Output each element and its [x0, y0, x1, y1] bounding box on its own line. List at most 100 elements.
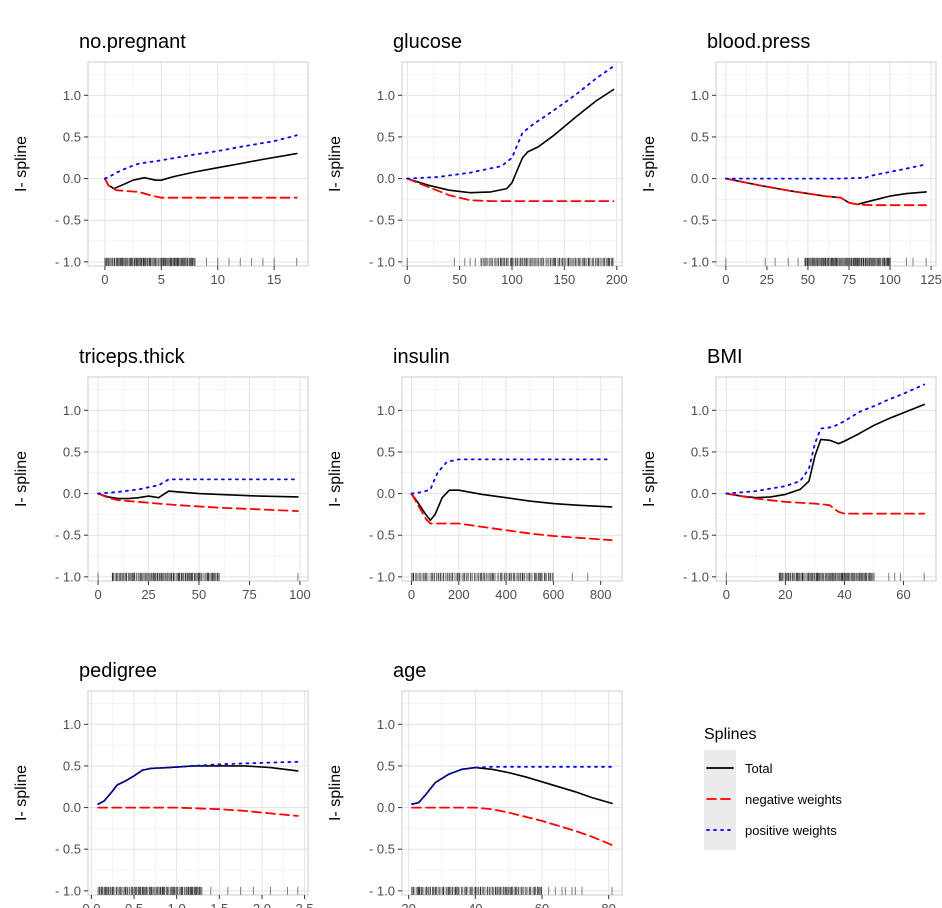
- y-tick-label: - 1.0: [369, 883, 395, 898]
- x-tick-label: 1.0: [168, 901, 186, 908]
- x-tick-label: 15: [267, 272, 281, 287]
- rug-marks: [406, 257, 614, 266]
- y-tick-label: - 0.5: [369, 213, 395, 228]
- x-tick-label: 200: [606, 272, 628, 287]
- x-tick-label: 0.0: [82, 901, 100, 908]
- series-line-negative-weights: [725, 177, 927, 207]
- y-tick-label: 0.0: [63, 800, 81, 815]
- panel-border: [87, 376, 309, 582]
- panel-no-pregnant: no.pregnant I- spline - 1.0 - 0.5 0.0 0.5 1.0 0…: [13, 31, 309, 287]
- y-tick-label: 1.0: [377, 717, 395, 732]
- panel-title: blood.press: [707, 31, 810, 53]
- x-tick-label: 50: [192, 587, 206, 602]
- series-line-positive-weights: [725, 163, 927, 180]
- y-tick-label: 0.0: [691, 171, 709, 186]
- x-tick-label: 0: [408, 587, 415, 602]
- legend-label: positive weights: [745, 823, 837, 838]
- x-tick-label: 2.0: [253, 901, 271, 908]
- panel-border: [87, 690, 309, 896]
- x-tick-label: 0: [101, 272, 108, 287]
- series-line-positive-weights: [411, 765, 613, 806]
- x-tick-label: 100: [289, 587, 311, 602]
- x-tick-label: 10: [211, 272, 225, 287]
- panel-title: BMI: [707, 346, 743, 368]
- y-tick-label: - 0.5: [55, 842, 81, 857]
- y-tick-label: 0.5: [63, 129, 81, 144]
- x-tick-label: 800: [590, 587, 612, 602]
- y-tick-label: 1.0: [691, 88, 709, 103]
- y-tick-label: 1.0: [691, 403, 709, 418]
- y-tick-label: 0.5: [377, 444, 395, 459]
- x-tick-label: 60: [896, 587, 910, 602]
- y-tick-label: 0.5: [377, 129, 395, 144]
- rug-marks: [411, 572, 589, 581]
- series-line-positive-weights: [97, 478, 299, 495]
- rug-marks: [725, 572, 925, 581]
- legend-title: Splines: [704, 726, 756, 743]
- y-tick-label: 0.0: [377, 800, 395, 815]
- y-tick-label: - 1.0: [55, 569, 81, 584]
- panel-title: glucose: [393, 31, 462, 53]
- rug-marks: [97, 572, 299, 581]
- x-tick-label: 20: [778, 587, 792, 602]
- panel-blood-press: blood.press I- spline - 1.0 - 0.5 0.0 0.5 1.0 0…: [641, 31, 942, 287]
- legend: Splines Total negative weights positive wei…: [704, 726, 842, 850]
- y-tick-label: 1.0: [63, 403, 81, 418]
- y-axis-label: I- spline: [13, 451, 30, 507]
- series-line-negative-weights: [406, 177, 615, 203]
- series-line-negative-weights: [410, 492, 613, 542]
- series-line-positive-weights: [406, 65, 615, 180]
- y-tick-label: - 1.0: [683, 254, 709, 269]
- y-tick-label: 0.5: [63, 758, 81, 773]
- y-tick-label: - 1.0: [369, 254, 395, 269]
- x-tick-label: 400: [495, 587, 517, 602]
- x-tick-label: 0: [94, 587, 101, 602]
- series-line-positive-weights: [97, 760, 299, 806]
- x-tick-label: 75: [842, 272, 856, 287]
- y-tick-label: - 0.5: [369, 842, 395, 857]
- series-line-negative-weights: [97, 492, 299, 513]
- x-tick-label: 0: [404, 272, 411, 287]
- panel-age: age I- spline - 1.0 - 0.5 0.0 0.5 1.0 20 40 60 80: [327, 660, 623, 908]
- panel-border: [87, 61, 309, 267]
- legend-label: negative weights: [745, 792, 842, 807]
- rug-marks: [97, 886, 299, 895]
- y-tick-label: 0.5: [691, 129, 709, 144]
- y-tick-label: 1.0: [63, 88, 81, 103]
- y-tick-label: 0.5: [377, 758, 395, 773]
- panel-title: no.pregnant: [79, 31, 186, 53]
- x-tick-label: 50: [801, 272, 815, 287]
- x-tick-label: 2.5: [296, 901, 314, 908]
- x-tick-label: 100: [879, 272, 901, 287]
- panel-title: insulin: [393, 346, 450, 368]
- x-tick-label: 125: [920, 272, 942, 287]
- x-tick-label: 0: [722, 272, 729, 287]
- y-tick-label: - 1.0: [55, 883, 81, 898]
- y-tick-label: 0.0: [377, 171, 395, 186]
- y-tick-label: - 0.5: [683, 213, 709, 228]
- x-tick-label: 25: [760, 272, 774, 287]
- y-tick-label: - 0.5: [55, 528, 81, 543]
- series-line-total: [406, 88, 615, 194]
- x-tick-label: 200: [448, 587, 470, 602]
- legend-label: Total: [745, 761, 773, 776]
- y-tick-label: 1.0: [63, 717, 81, 732]
- x-tick-label: 50: [452, 272, 466, 287]
- panel-title: age: [393, 660, 426, 682]
- y-axis-label: I- spline: [327, 136, 344, 192]
- x-tick-label: 40: [468, 901, 482, 908]
- y-tick-label: 0.0: [691, 486, 709, 501]
- panel-glucose: glucose I- spline - 1.0 - 0.5 0.0 0.5 1.0 0 50 10…: [327, 31, 628, 287]
- x-tick-label: 80: [601, 901, 615, 908]
- y-tick-label: 0.0: [63, 486, 81, 501]
- x-tick-label: 25: [141, 587, 155, 602]
- legend-key-background: [704, 750, 736, 850]
- y-axis-label: I- spline: [13, 136, 30, 192]
- series-line-total: [725, 177, 927, 206]
- rug-marks: [411, 886, 613, 895]
- y-axis-label: I- spline: [327, 765, 344, 821]
- series-line-total: [104, 152, 298, 190]
- x-tick-label: 0: [723, 587, 730, 602]
- series-line-total: [725, 403, 926, 499]
